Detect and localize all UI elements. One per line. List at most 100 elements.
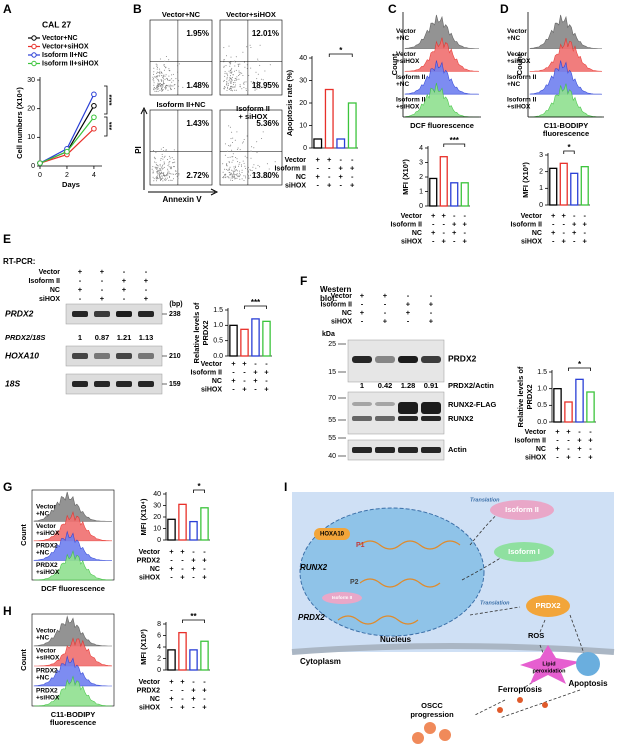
bar xyxy=(178,503,187,541)
flow-event xyxy=(223,59,225,60)
y-tick-label: 1.5 xyxy=(537,369,547,376)
y-tick-label: 4 xyxy=(419,145,423,152)
flow-event xyxy=(239,178,241,180)
flow-event xyxy=(161,156,163,158)
bar xyxy=(240,328,249,357)
histogram-label: +siHOX xyxy=(36,695,60,702)
significance-bracket xyxy=(443,143,466,147)
flow-event xyxy=(238,176,240,178)
flow-event xyxy=(257,81,259,82)
flow-event xyxy=(165,179,167,181)
flow-plot-frame xyxy=(219,109,283,186)
flow-event xyxy=(158,169,160,171)
flow-event xyxy=(161,71,162,73)
gel-band xyxy=(138,311,154,317)
apoptosis-cell xyxy=(576,652,600,676)
flow-event xyxy=(231,180,233,181)
flow-event xyxy=(165,56,167,57)
condition-sign: - xyxy=(573,211,576,220)
flow-plot-frame xyxy=(149,109,213,186)
condition-sign: + xyxy=(588,452,593,461)
flow-event xyxy=(230,144,232,146)
flow-event xyxy=(251,146,253,148)
condition-sign: - xyxy=(361,299,364,308)
flow-event xyxy=(228,162,230,164)
flow-event xyxy=(254,88,256,90)
histogram-label: +siHOX xyxy=(36,655,60,662)
flow-event xyxy=(229,126,231,128)
condition-label: NC xyxy=(150,566,160,573)
y-tick-label: 2 xyxy=(419,174,423,181)
diagram-label: Translation xyxy=(470,497,500,503)
histogram xyxy=(33,530,113,561)
flow-event xyxy=(156,77,158,79)
x-axis-label: fluorescence xyxy=(543,129,589,138)
flow-event xyxy=(155,164,157,166)
flow-event xyxy=(160,175,162,177)
histogram-label: +NC xyxy=(507,81,520,88)
flow-event xyxy=(174,161,176,163)
flow-event xyxy=(244,155,246,157)
condition-sign: + xyxy=(406,299,411,308)
tumor-cell xyxy=(439,729,451,741)
flow-event xyxy=(247,173,248,175)
significance-bracket xyxy=(104,85,108,137)
flow-event xyxy=(169,157,171,159)
flow-event xyxy=(227,169,229,171)
condition-sign: + xyxy=(242,359,247,368)
flow-event xyxy=(166,177,168,179)
flow-event xyxy=(160,148,162,150)
flow-event xyxy=(177,177,179,179)
flow-event xyxy=(227,157,229,158)
flow-event xyxy=(173,162,175,164)
flow-event xyxy=(228,169,230,171)
flow-event xyxy=(236,78,238,80)
flow-event xyxy=(164,179,166,181)
histogram-label: +siHOX xyxy=(396,58,420,65)
flow-event xyxy=(237,161,239,163)
condition-sign: - xyxy=(384,308,387,317)
flow-event xyxy=(164,162,165,164)
flow-event xyxy=(157,72,159,73)
ratio-value: 1 xyxy=(78,333,82,342)
condition-label: PRDX2 xyxy=(137,687,160,694)
bar xyxy=(324,88,334,149)
y-axis-label: MFI (X10⁴) xyxy=(139,498,148,536)
flow-event xyxy=(168,179,170,181)
flow-event xyxy=(171,85,173,87)
flow-event xyxy=(154,166,156,168)
flow-event xyxy=(156,166,158,168)
blot-band xyxy=(398,402,418,414)
legend-label: Vector+siHOX xyxy=(42,43,89,50)
ferroptosis-dot xyxy=(542,702,548,708)
bar xyxy=(580,166,589,206)
gene-label: 18S xyxy=(5,378,20,388)
flow-event xyxy=(159,175,161,177)
flow-event xyxy=(249,44,251,46)
histogram-label: Vector xyxy=(507,51,527,58)
flow-event xyxy=(164,79,166,81)
flow-event xyxy=(164,177,166,179)
histogram-label: +NC xyxy=(36,549,49,556)
condition-sign: + xyxy=(191,555,196,564)
condition-sign: + xyxy=(202,685,207,694)
blot xyxy=(347,439,445,461)
flow-event xyxy=(155,76,157,77)
plot-label: Isoform II+NC xyxy=(157,100,207,109)
gel-band xyxy=(94,381,110,387)
flow-event xyxy=(154,158,156,160)
significance: * xyxy=(567,143,571,152)
flow-event xyxy=(172,80,174,82)
blot-band xyxy=(421,447,441,453)
flow-event xyxy=(227,75,229,77)
flow-event xyxy=(241,169,243,171)
flow-event xyxy=(159,84,161,86)
condition-label: siHOX xyxy=(201,386,222,393)
flow-event xyxy=(248,170,249,172)
y-tick-label: 0 xyxy=(303,145,307,152)
flow-event xyxy=(239,74,241,76)
y-tick-label: 1 xyxy=(539,185,543,192)
flow-event xyxy=(225,65,227,67)
flow-event xyxy=(245,177,247,179)
bar xyxy=(570,172,579,206)
